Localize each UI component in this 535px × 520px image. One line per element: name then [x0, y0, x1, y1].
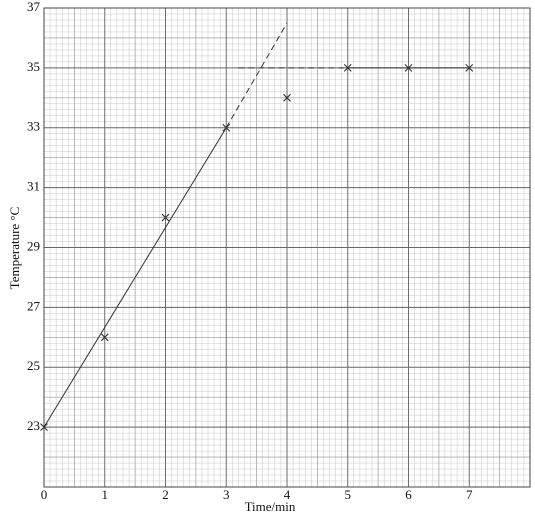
data-point — [161, 213, 170, 222]
y-axis-label: Temperature °C — [7, 207, 22, 290]
data-point — [222, 123, 231, 132]
data-point — [100, 333, 109, 342]
plot-border — [43, 7, 531, 488]
x-tick-label: 7 — [466, 487, 473, 502]
x-tick-label: 3 — [223, 487, 230, 502]
x-tick-label: 6 — [405, 487, 412, 502]
x-tick-label: 5 — [345, 487, 352, 502]
trend-line — [225, 22, 288, 129]
data-point — [283, 93, 291, 102]
y-tick-label: 25 — [27, 358, 40, 373]
y-tick-label: 29 — [27, 238, 40, 253]
y-tick-label: 33 — [27, 119, 40, 134]
x-axis-label: Time/min — [245, 499, 296, 514]
y-tick-label: 31 — [27, 179, 40, 194]
y-tick-label: 35 — [27, 59, 40, 74]
grid — [43, 7, 531, 488]
x-tick-label: 0 — [41, 487, 48, 502]
x-tick-label: 1 — [102, 487, 109, 502]
data-point — [40, 423, 48, 432]
data-point — [465, 63, 474, 72]
data-point — [404, 63, 413, 72]
y-tick-label: 37 — [27, 0, 41, 14]
x-tick-label: 4 — [284, 487, 291, 502]
trend-line — [43, 127, 227, 428]
data-point — [343, 63, 352, 72]
y-tick-label: 23 — [27, 418, 40, 433]
x-tick-label: 2 — [162, 487, 169, 502]
y-tick-label: 27 — [27, 298, 41, 313]
